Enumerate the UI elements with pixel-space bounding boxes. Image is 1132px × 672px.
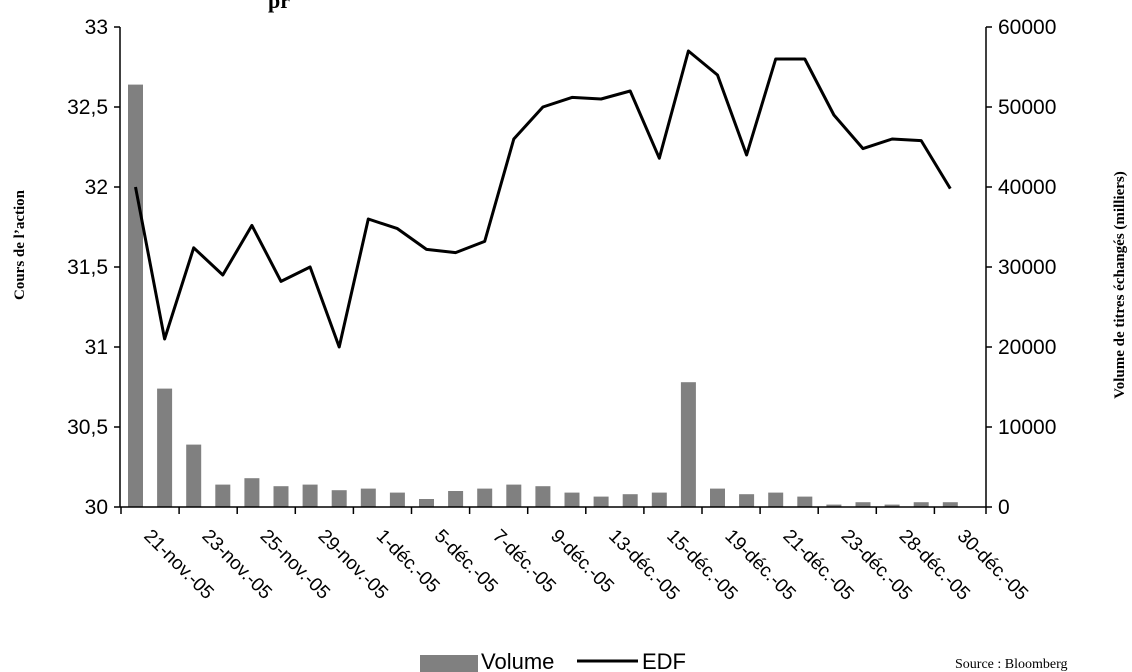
volume-bar	[215, 484, 231, 507]
volume-bar	[622, 494, 638, 507]
left-tick-label: 33	[85, 16, 108, 39]
left-tick-label: 31,5	[67, 256, 108, 279]
right-tick-label: 50000	[998, 96, 1056, 119]
left-y-ticks: 30 30,5 31 31,5 32 32,5 33	[67, 16, 120, 519]
volume-bar	[157, 388, 173, 507]
volume-bar	[651, 492, 667, 507]
volume-bars	[128, 84, 958, 507]
right-tick-label: 20000	[998, 336, 1056, 359]
legend-edf-label: EDF	[642, 649, 686, 672]
right-tick-label: 40000	[998, 176, 1056, 199]
volume-bar	[884, 504, 900, 507]
volume-bar	[564, 492, 580, 507]
legend: Volume EDF	[420, 649, 686, 672]
volume-bar	[797, 496, 813, 507]
right-tick-label: 0	[998, 496, 1010, 519]
volume-bar	[360, 488, 376, 507]
left-tick-label: 30,5	[67, 416, 108, 439]
right-axis-title: Volume de titres échangés (milliers)	[1112, 171, 1128, 398]
left-tick-label: 30	[85, 496, 108, 519]
left-tick-label: 31	[85, 336, 108, 359]
volume-bar	[419, 499, 434, 507]
volume-bar	[855, 502, 871, 507]
legend-volume-label: Volume	[481, 649, 554, 672]
volume-bar	[128, 84, 143, 507]
volume-bar	[535, 486, 551, 507]
volume-bar	[506, 484, 522, 507]
volume-bar	[710, 488, 725, 507]
volume-bar	[768, 492, 784, 507]
volume-bar	[942, 502, 958, 507]
left-tick-label: 32	[85, 176, 108, 199]
right-y-ticks: 0 10000 20000 30000 40000 50000 60000	[986, 16, 1056, 519]
chart-title-fragment: pr	[268, 0, 290, 13]
volume-bar	[244, 478, 260, 507]
edf-line	[134, 49, 952, 349]
volume-bar	[389, 492, 405, 507]
legend-volume-swatch	[420, 655, 478, 672]
left-axis-title: Cours de l’action	[12, 189, 28, 300]
right-tick-label: 60000	[998, 16, 1056, 39]
volume-bar	[913, 502, 929, 507]
x-ticks: 21-nov.-0523-nov.-0525-nov.-0529-nov.-05…	[120, 507, 1032, 605]
volume-bar	[273, 486, 289, 507]
volume-bar	[331, 490, 347, 507]
volume-bar	[826, 504, 842, 507]
volume-bar	[739, 494, 755, 507]
volume-bar	[302, 484, 318, 507]
right-tick-label: 30000	[998, 256, 1056, 279]
volume-bar	[448, 491, 464, 507]
volume-bar	[186, 444, 202, 507]
volume-bar	[593, 496, 609, 507]
right-tick-label: 10000	[998, 416, 1056, 439]
source-note: Source : Bloomberg	[955, 657, 1068, 672]
volume-bar	[477, 488, 493, 507]
volume-bar	[680, 382, 696, 507]
left-tick-label: 32,5	[67, 96, 108, 119]
